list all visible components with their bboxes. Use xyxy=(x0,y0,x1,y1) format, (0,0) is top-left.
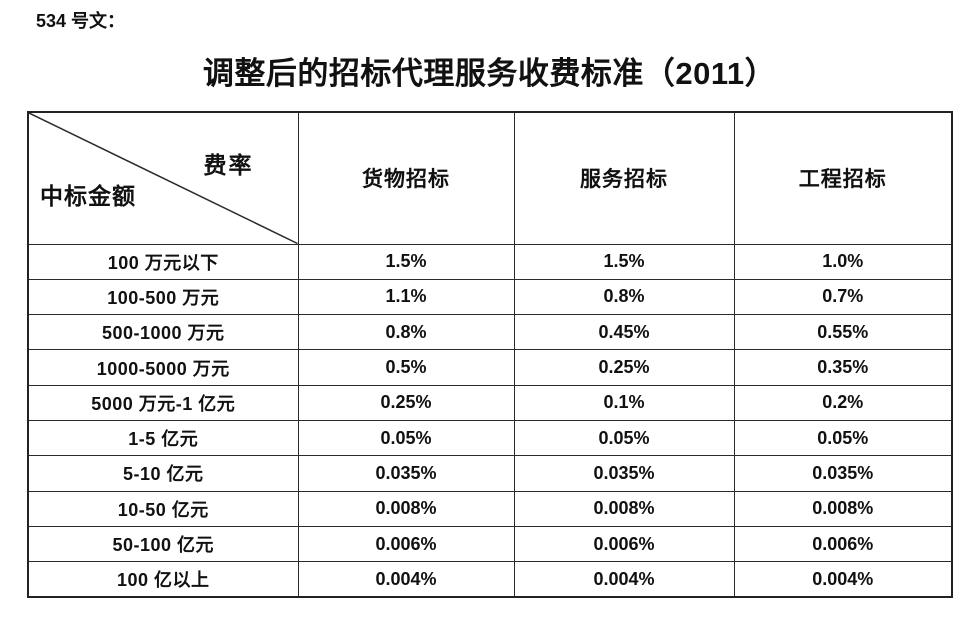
rate-value: 0.25% xyxy=(297,384,515,421)
rate-value: 1.5% xyxy=(297,243,515,280)
table-row: 500-1000 万元 0.8% 0.45% 0.55% xyxy=(27,314,953,351)
column-header-goods: 货物招标 xyxy=(297,111,515,245)
rate-value: 0.035% xyxy=(513,455,735,492)
table-row: 10-50 亿元 0.008% 0.008% 0.008% xyxy=(27,490,953,527)
row-label: 5-10 亿元 xyxy=(27,455,299,492)
table-row: 5-10 亿元 0.035% 0.035% 0.035% xyxy=(27,455,953,492)
rate-value: 0.8% xyxy=(297,314,515,351)
diagonal-divider-line xyxy=(29,113,298,244)
rate-value: 1.1% xyxy=(297,278,515,316)
rate-value: 0.05% xyxy=(297,419,515,457)
row-label: 1-5 亿元 xyxy=(27,419,299,457)
rate-value: 0.05% xyxy=(733,419,953,457)
rate-value: 0.006% xyxy=(297,525,515,563)
rate-value: 0.008% xyxy=(733,490,953,527)
table-row: 50-100 亿元 0.006% 0.006% 0.006% xyxy=(27,525,953,563)
rate-value: 0.004% xyxy=(733,561,953,598)
rate-value: 0.05% xyxy=(513,419,735,457)
rate-value: 0.8% xyxy=(513,278,735,316)
row-label: 100-500 万元 xyxy=(27,278,299,316)
rate-value: 0.008% xyxy=(513,490,735,527)
row-label: 100 亿以上 xyxy=(27,561,299,598)
rate-value: 1.5% xyxy=(513,243,735,280)
table-row: 100 万元以下 1.5% 1.5% 1.0% xyxy=(27,243,953,280)
row-label: 10-50 亿元 xyxy=(27,490,299,527)
corner-label-rate: 费率 xyxy=(203,152,254,178)
row-label: 50-100 亿元 xyxy=(27,525,299,563)
table-row: 5000 万元-1 亿元 0.25% 0.1% 0.2% xyxy=(27,384,953,421)
rate-value: 0.004% xyxy=(513,561,735,598)
rate-value: 1.0% xyxy=(733,243,953,280)
rate-value: 0.5% xyxy=(297,349,515,386)
row-label: 1000-5000 万元 xyxy=(27,349,299,386)
table-header-row: 费率 中标金额 货物招标 服务招标 工程招标 xyxy=(27,111,953,245)
table-row: 1000-5000 万元 0.5% 0.25% 0.35% xyxy=(27,349,953,386)
row-label: 5000 万元-1 亿元 xyxy=(27,384,299,421)
rate-value: 0.45% xyxy=(513,314,735,351)
table-row: 1-5 亿元 0.05% 0.05% 0.05% xyxy=(27,419,953,457)
table-row: 100 亿以上 0.004% 0.004% 0.004% xyxy=(27,561,953,598)
row-label: 500-1000 万元 xyxy=(27,314,299,351)
rate-value: 0.006% xyxy=(733,525,953,563)
rate-value: 0.55% xyxy=(733,314,953,351)
rate-value: 0.004% xyxy=(297,561,515,598)
corner-header-cell: 费率 中标金额 xyxy=(27,111,299,245)
rate-value: 0.1% xyxy=(513,384,735,421)
rate-value: 0.25% xyxy=(513,349,735,386)
page-title: 调整后的招标代理服务收费标准（2011） xyxy=(202,56,777,91)
column-header-services: 服务招标 xyxy=(513,111,735,245)
fee-rate-table: 费率 中标金额 货物招标 服务招标 工程招标 100 万元以下 1.5% 1.5… xyxy=(27,111,953,598)
rate-value: 0.006% xyxy=(513,525,735,563)
corner-label-bid-amount: 中标金额 xyxy=(40,182,136,209)
doc-number-label: 534 号文： xyxy=(36,11,126,31)
row-label: 100 万元以下 xyxy=(27,243,299,280)
rate-value: 0.2% xyxy=(733,384,953,421)
rate-value: 0.035% xyxy=(733,455,953,492)
table-row: 100-500 万元 1.1% 0.8% 0.7% xyxy=(27,278,953,316)
rate-value: 0.7% xyxy=(733,278,953,316)
column-header-engineering: 工程招标 xyxy=(733,111,953,245)
rate-value: 0.008% xyxy=(297,490,515,527)
rate-value: 0.35% xyxy=(733,349,953,386)
rate-value: 0.035% xyxy=(297,455,515,492)
